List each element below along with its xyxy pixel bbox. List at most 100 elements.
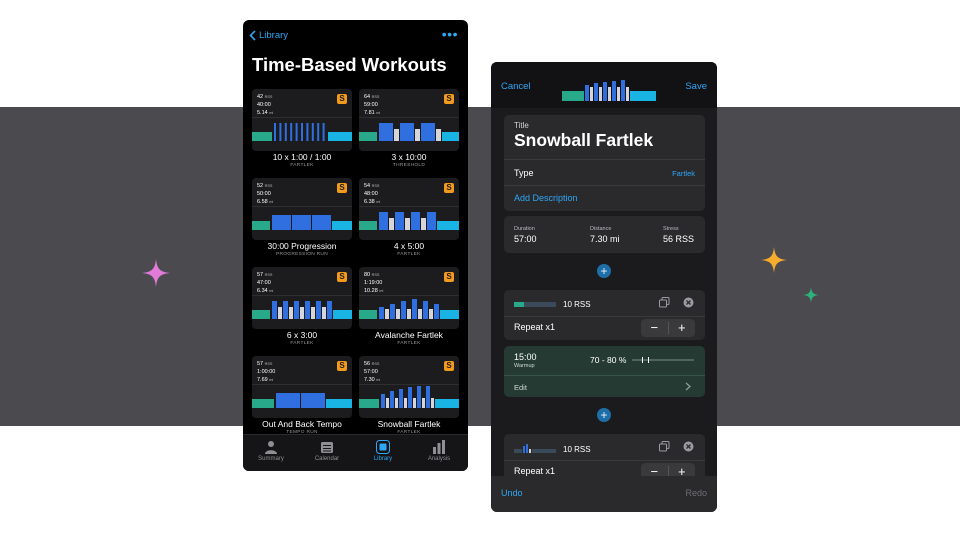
tab-summary[interactable]: Summary xyxy=(243,440,299,462)
workout-name: Out And Back Tempo xyxy=(262,419,342,429)
tab-library[interactable]: Library xyxy=(355,440,411,462)
repeat-block-2: 10 RSS Repeat x1 − + xyxy=(504,434,705,484)
tab-calendar[interactable]: Calendar xyxy=(299,440,355,462)
workout-stats: 80 RSS 1:19:00 10.28 mi xyxy=(364,271,383,295)
distance-unit: mi xyxy=(269,378,274,382)
rss-unit: RSS xyxy=(371,362,380,366)
close-icon[interactable] xyxy=(683,441,694,452)
interval-bar xyxy=(252,399,274,408)
interval-bar xyxy=(379,212,388,230)
type-value: Fartlek xyxy=(672,169,695,178)
interval-bar xyxy=(311,123,314,141)
tab-bar: Summary Calendar Library Analysis xyxy=(243,434,468,471)
interval-bar xyxy=(305,301,310,319)
interval-bar xyxy=(332,221,352,230)
duration-value: 57:00 xyxy=(364,369,378,375)
decrement-button[interactable]: − xyxy=(650,464,659,479)
stryd-badge-icon: S xyxy=(337,183,347,193)
duration-value: 59:00 xyxy=(364,102,378,108)
workout-type: FARTLEK xyxy=(397,252,421,257)
workout-card[interactable]: 64 RSS 59:00 7.81 mi S xyxy=(359,89,459,151)
summary-stats-panel: Duration 57:00 Distance 7.30 mi Stress 5… xyxy=(504,216,705,253)
workout-stats: 64 RSS 59:00 7.81 mi xyxy=(364,93,380,117)
interval-bar xyxy=(418,309,422,319)
rss-value: 80 xyxy=(364,272,371,278)
workout-card[interactable]: 57 RSS 1:00:00 7.69 mi S xyxy=(252,356,352,418)
type-row[interactable]: Type Fartlek xyxy=(504,160,705,185)
workout-card[interactable]: 54 RSS 48:00 6.38 mi S xyxy=(359,178,459,240)
bar-chart-icon xyxy=(433,440,445,454)
distance-value: 7.30 mi xyxy=(590,234,620,244)
workout-card[interactable]: 42 RSS 40:00 5.14 mi S xyxy=(252,89,352,151)
rss-unit: RSS xyxy=(264,95,273,99)
interval-bar xyxy=(436,129,441,141)
back-button[interactable]: Library xyxy=(249,30,288,41)
repeat-stepper[interactable]: − + xyxy=(641,319,695,337)
interval-bar xyxy=(294,301,299,319)
duplicate-icon[interactable] xyxy=(659,297,670,308)
duration-value: 50:00 xyxy=(257,191,271,197)
nav-bar: Library ••• xyxy=(243,20,468,54)
workout-name: 3 x 10:00 xyxy=(391,152,427,162)
interval-bar xyxy=(423,301,428,319)
interval-bar xyxy=(385,309,389,319)
workout-type: FARTLEK xyxy=(397,430,421,435)
interval-bar xyxy=(317,123,320,141)
interval-bar xyxy=(274,123,276,141)
workout-preview-chart xyxy=(359,206,459,230)
divider xyxy=(667,466,669,478)
workout-card[interactable]: 80 RSS 1:19:00 10.28 mi S xyxy=(359,267,459,329)
workout-card[interactable]: 52 RSS 50:00 6.58 mi S xyxy=(252,178,352,240)
redo-button[interactable]: Redo xyxy=(685,488,707,498)
interval-bar xyxy=(405,218,410,230)
interval-bar xyxy=(442,132,459,141)
warmup-step[interactable]: 15:00 Warmup 70 - 80 % Edit xyxy=(504,346,705,397)
title-label: Title xyxy=(514,121,529,130)
interval-bar xyxy=(421,123,435,141)
title-field[interactable]: Snowball Fartlek xyxy=(514,130,654,150)
library-icon xyxy=(376,440,390,454)
interval-bar xyxy=(429,309,433,319)
cancel-button[interactable]: Cancel xyxy=(501,81,531,92)
decrement-button[interactable]: − xyxy=(650,320,659,335)
interval-bar xyxy=(290,123,293,141)
block-preview-chart xyxy=(514,302,556,307)
intensity-slider[interactable] xyxy=(632,356,694,364)
rss-value: 54 xyxy=(364,183,371,189)
edit-step-link[interactable]: Edit xyxy=(514,383,527,392)
duplicate-icon[interactable] xyxy=(659,441,670,452)
add-description-link[interactable]: Add Description xyxy=(514,193,578,203)
interval-bar xyxy=(322,123,325,141)
interval-bar xyxy=(434,304,439,319)
interval-bar xyxy=(415,129,420,141)
title-panel: Title Snowball Fartlek Type Fartlek Add … xyxy=(504,115,705,211)
interval-bar xyxy=(379,307,384,319)
rss-value: 56 xyxy=(364,361,371,367)
ellipsis-icon[interactable]: ••• xyxy=(441,26,458,42)
save-button[interactable]: Save xyxy=(685,81,707,92)
workout-name: Snowball Fartlek xyxy=(377,419,441,429)
grid-line xyxy=(252,117,352,118)
tab-label: Summary xyxy=(258,456,284,462)
tab-analysis[interactable]: Analysis xyxy=(411,440,467,462)
interval-bar xyxy=(408,387,412,408)
interval-bar xyxy=(272,215,291,230)
interval-bar xyxy=(389,218,394,230)
divider xyxy=(504,316,705,317)
increment-button[interactable]: + xyxy=(677,320,686,335)
workout-card[interactable]: 56 RSS 57:00 7.30 mi S xyxy=(359,356,459,418)
interval-bar xyxy=(359,399,379,408)
interval-bar xyxy=(359,132,377,141)
add-block-button[interactable]: + xyxy=(597,264,611,278)
interval-bar xyxy=(386,398,389,408)
undo-button[interactable]: Undo xyxy=(501,488,523,498)
interval-bar xyxy=(289,307,293,319)
workout-card[interactable]: 57 RSS 47:00 6.34 mi S xyxy=(252,267,352,329)
interval-bar xyxy=(284,123,287,141)
add-block-button[interactable]: + xyxy=(597,408,611,422)
workout-name: 10 x 1:00 / 1:00 xyxy=(272,152,332,162)
increment-button[interactable]: + xyxy=(677,464,686,479)
rss-value: 52 xyxy=(257,183,264,189)
close-icon[interactable] xyxy=(683,297,694,308)
interval-bar xyxy=(326,399,352,408)
